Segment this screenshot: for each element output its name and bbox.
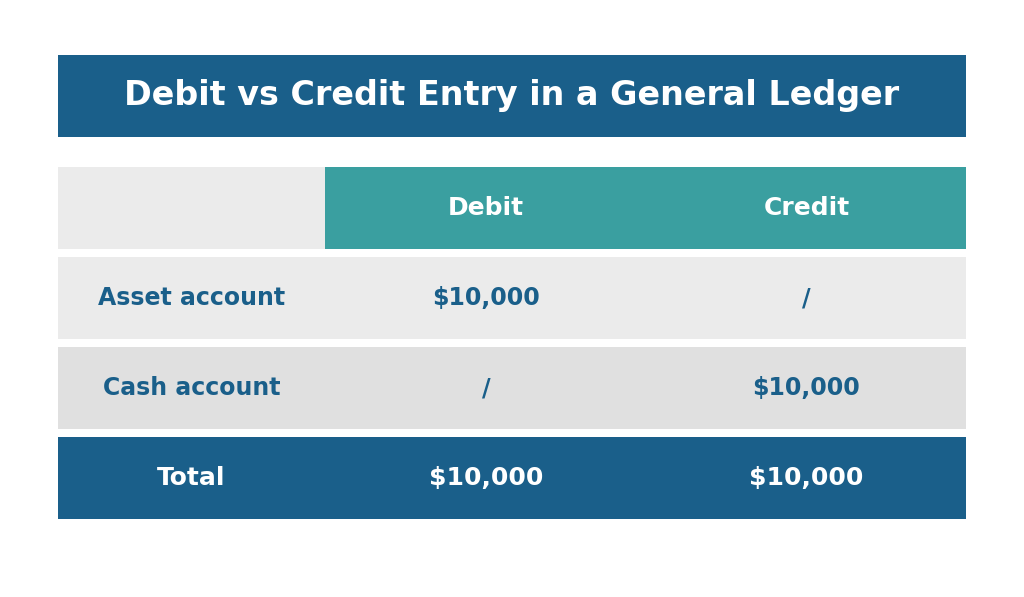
Bar [58, 55, 966, 137]
Text: Debit vs Credit Entry in a General Ledger: Debit vs Credit Entry in a General Ledge… [125, 79, 899, 112]
Bar [647, 347, 966, 429]
Text: $10,000: $10,000 [432, 286, 540, 310]
Bar [647, 257, 966, 339]
Bar [647, 437, 966, 519]
Text: $10,000: $10,000 [429, 466, 543, 490]
Bar [58, 347, 325, 429]
Bar [325, 347, 647, 429]
Bar [647, 167, 966, 249]
Text: /: / [802, 286, 811, 310]
Text: /: / [481, 376, 490, 400]
Text: Credit: Credit [763, 196, 850, 220]
Text: Cash account: Cash account [102, 376, 281, 400]
Text: Asset account: Asset account [98, 286, 285, 310]
Text: $10,000: $10,000 [753, 376, 860, 400]
Bar [325, 437, 647, 519]
Bar [325, 257, 647, 339]
Bar [58, 437, 325, 519]
Text: Total: Total [158, 466, 225, 490]
Bar [58, 167, 325, 249]
Text: Debit: Debit [447, 196, 524, 220]
Bar [325, 167, 647, 249]
Bar [58, 257, 325, 339]
Text: $10,000: $10,000 [750, 466, 863, 490]
